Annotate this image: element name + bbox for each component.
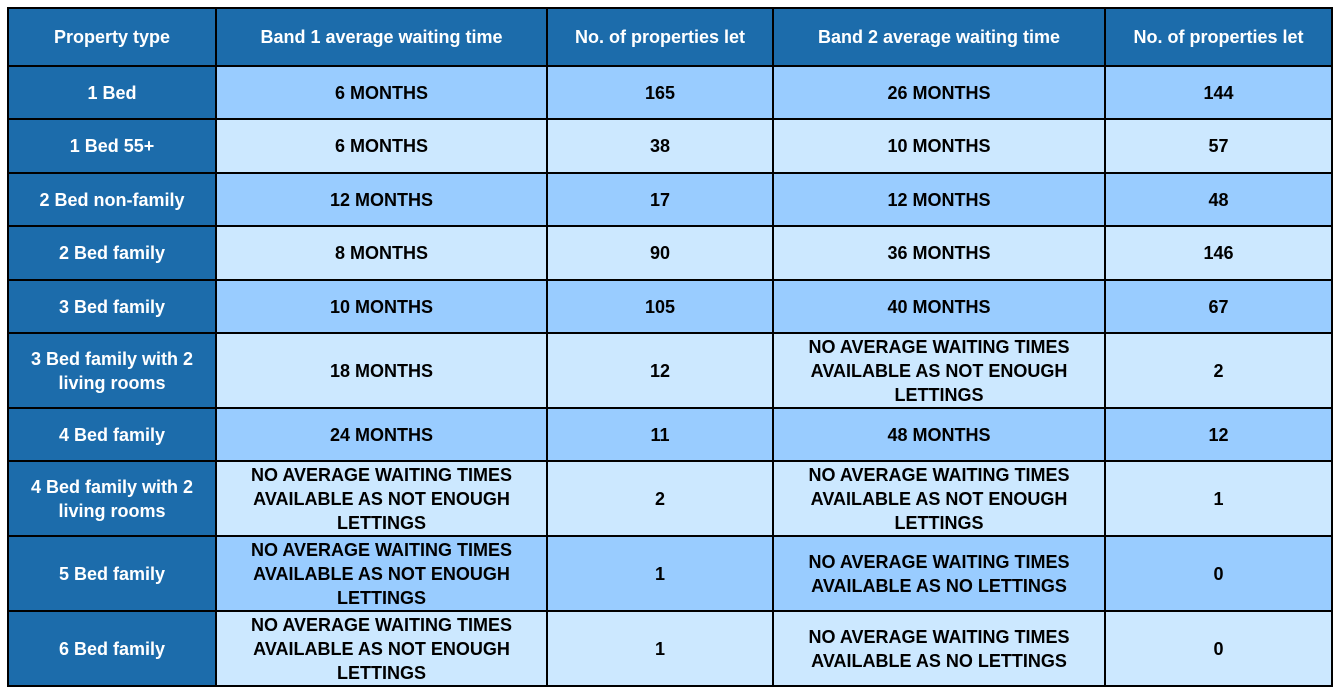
table-cell: 18 MONTHS bbox=[215, 332, 548, 409]
table-cell: 12 MONTHS bbox=[215, 172, 548, 227]
table-cell: NO AVERAGE WAITING TIMES AVAILABLE AS NO… bbox=[215, 460, 548, 537]
row-header: 2 Bed non-family bbox=[7, 172, 217, 227]
table-cell: 90 bbox=[546, 225, 774, 281]
table-cell: 24 MONTHS bbox=[215, 407, 548, 462]
waiting-times-table: Property type Band 1 average waiting time… bbox=[7, 7, 1333, 687]
table-cell: 1 bbox=[546, 610, 774, 687]
table-row: 3 Bed family with 2 living rooms 18 MONTH… bbox=[7, 332, 1333, 409]
table-cell: 17 bbox=[546, 172, 774, 227]
table-row: 2 Bed non-family 12 MONTHS 17 12 MONTHS 48 bbox=[7, 172, 1333, 227]
row-header: 2 Bed family bbox=[7, 225, 217, 281]
table-cell: 10 MONTHS bbox=[772, 118, 1106, 174]
table-cell: 10 MONTHS bbox=[215, 279, 548, 334]
table-cell: 1 bbox=[1104, 460, 1333, 537]
table-cell: 57 bbox=[1104, 118, 1333, 174]
table-cell: 2 bbox=[1104, 332, 1333, 409]
table-row: 2 Bed family 8 MONTHS 90 36 MONTHS 146 bbox=[7, 225, 1333, 281]
table-cell: 12 bbox=[546, 332, 774, 409]
table-row: 5 Bed family NO AVERAGE WAITING TIMES AVA… bbox=[7, 535, 1333, 612]
table-row: 1 Bed 55+ 6 MONTHS 38 10 MONTHS 57 bbox=[7, 118, 1333, 174]
table-cell: 144 bbox=[1104, 65, 1333, 120]
row-header: 3 Bed family with 2 living rooms bbox=[7, 332, 217, 409]
table-cell: NO AVERAGE WAITING TIMES AVAILABLE AS NO… bbox=[215, 535, 548, 612]
row-header: 3 Bed family bbox=[7, 279, 217, 334]
row-header: 4 Bed family bbox=[7, 407, 217, 462]
row-header: 6 Bed family bbox=[7, 610, 217, 687]
table-row: 1 Bed 6 MONTHS 165 26 MONTHS 144 bbox=[7, 65, 1333, 120]
table-cell: NO AVERAGE WAITING TIMES AVAILABLE AS NO… bbox=[772, 610, 1106, 687]
table-row: 4 Bed family 24 MONTHS 11 48 MONTHS 12 bbox=[7, 407, 1333, 462]
table-cell: NO AVERAGE WAITING TIMES AVAILABLE AS NO… bbox=[215, 610, 548, 687]
column-header: Property type bbox=[7, 7, 217, 67]
table-cell: 6 MONTHS bbox=[215, 118, 548, 174]
table-cell: 6 MONTHS bbox=[215, 65, 548, 120]
table-cell: 146 bbox=[1104, 225, 1333, 281]
table-cell: 1 bbox=[546, 535, 774, 612]
table-cell: 11 bbox=[546, 407, 774, 462]
table-cell: 26 MONTHS bbox=[772, 65, 1106, 120]
table-row: 3 Bed family 10 MONTHS 105 40 MONTHS 67 bbox=[7, 279, 1333, 334]
table-cell: 12 MONTHS bbox=[772, 172, 1106, 227]
table-cell: 12 bbox=[1104, 407, 1333, 462]
table-cell: NO AVERAGE WAITING TIMES AVAILABLE AS NO… bbox=[772, 460, 1106, 537]
table-cell: 165 bbox=[546, 65, 774, 120]
table-container: Property type Band 1 average waiting time… bbox=[7, 7, 1333, 687]
column-header: No. of properties let bbox=[546, 7, 774, 67]
row-header: 1 Bed bbox=[7, 65, 217, 120]
table-cell: 36 MONTHS bbox=[772, 225, 1106, 281]
table-cell: 0 bbox=[1104, 535, 1333, 612]
table-cell: 2 bbox=[546, 460, 774, 537]
table-cell: 38 bbox=[546, 118, 774, 174]
header-row: Property type Band 1 average waiting time… bbox=[7, 7, 1333, 67]
table-row: 4 Bed family with 2 living rooms NO AVERA… bbox=[7, 460, 1333, 537]
table-cell: 105 bbox=[546, 279, 774, 334]
column-header: Band 2 average waiting time bbox=[772, 7, 1106, 67]
table-cell: 0 bbox=[1104, 610, 1333, 687]
table-row: 6 Bed family NO AVERAGE WAITING TIMES AVA… bbox=[7, 610, 1333, 687]
table-cell: 67 bbox=[1104, 279, 1333, 334]
table-cell: 40 MONTHS bbox=[772, 279, 1106, 334]
table-cell: NO AVERAGE WAITING TIMES AVAILABLE AS NO… bbox=[772, 535, 1106, 612]
table-cell: 48 MONTHS bbox=[772, 407, 1106, 462]
table-cell: 48 bbox=[1104, 172, 1333, 227]
column-header: No. of properties let bbox=[1104, 7, 1333, 67]
table-cell: 8 MONTHS bbox=[215, 225, 548, 281]
row-header: 4 Bed family with 2 living rooms bbox=[7, 460, 217, 537]
row-header: 1 Bed 55+ bbox=[7, 118, 217, 174]
column-header: Band 1 average waiting time bbox=[215, 7, 548, 67]
row-header: 5 Bed family bbox=[7, 535, 217, 612]
table-cell: NO AVERAGE WAITING TIMES AVAILABLE AS NO… bbox=[772, 332, 1106, 409]
